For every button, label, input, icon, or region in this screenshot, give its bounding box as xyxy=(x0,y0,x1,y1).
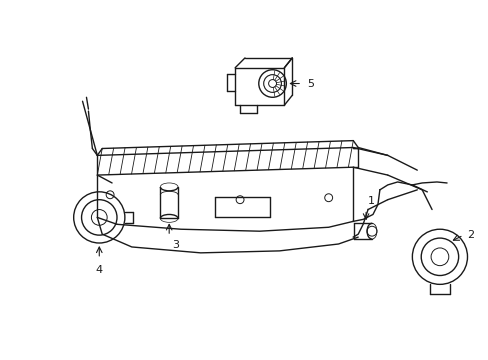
Text: 3: 3 xyxy=(172,240,179,250)
Text: 5: 5 xyxy=(306,78,313,89)
Text: 2: 2 xyxy=(467,230,474,240)
Text: 4: 4 xyxy=(96,265,102,275)
Text: 1: 1 xyxy=(367,195,374,206)
